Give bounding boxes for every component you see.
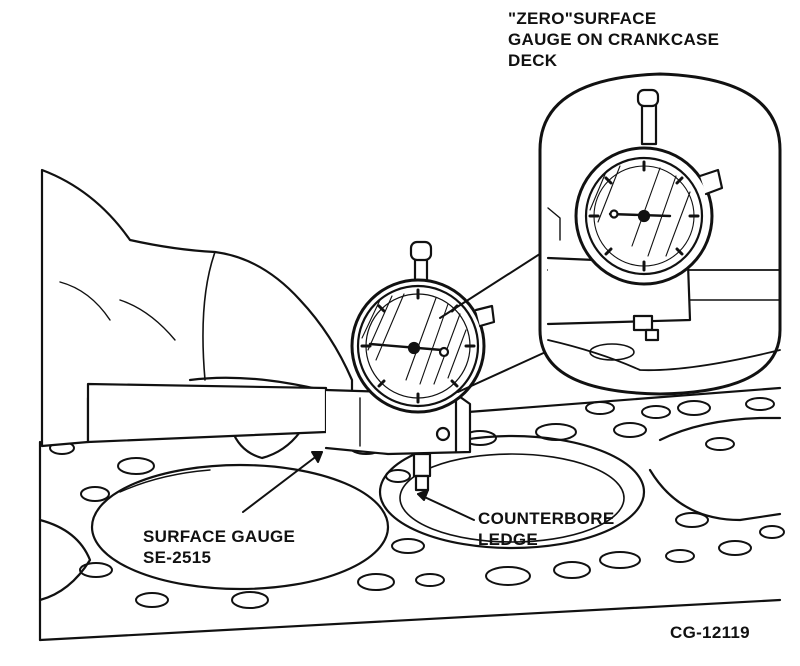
label-zero-line-2: GAUGE ON CRANKCASE: [508, 30, 720, 49]
figure-code: CG-12119: [670, 623, 750, 642]
label-zero-line-1: "ZERO"SURFACE: [508, 9, 657, 28]
cylinder-bore-left: [90, 463, 390, 591]
callout-line-top: [439, 249, 547, 319]
label-counterbore-line-1: COUNTERBORE: [478, 509, 615, 528]
label-counterbore-line-2: LEDGE: [478, 530, 539, 549]
leader-arrows: [242, 451, 475, 521]
label-surface-gauge: SURFACE GAUGE SE-2515: [143, 526, 295, 568]
inset-zero-view: [538, 72, 782, 396]
label-surface-line-2: SE-2515: [143, 548, 212, 567]
label-zero-line-3: DECK: [508, 51, 558, 70]
counterbore-ledge: [399, 453, 625, 543]
coolant-holes: [49, 397, 785, 609]
label-counterbore-ledge: COUNTERBORE LEDGE: [478, 508, 614, 550]
label-surface-line-1: SURFACE GAUGE: [143, 527, 296, 546]
label-zero-surface: "ZERO"SURFACE GAUGE ON CRANKCASE DECK: [508, 8, 719, 71]
crankcase-deck: [38, 386, 785, 642]
cylinder-bore-center: [378, 434, 646, 550]
dial-indicator-main: [350, 240, 496, 414]
